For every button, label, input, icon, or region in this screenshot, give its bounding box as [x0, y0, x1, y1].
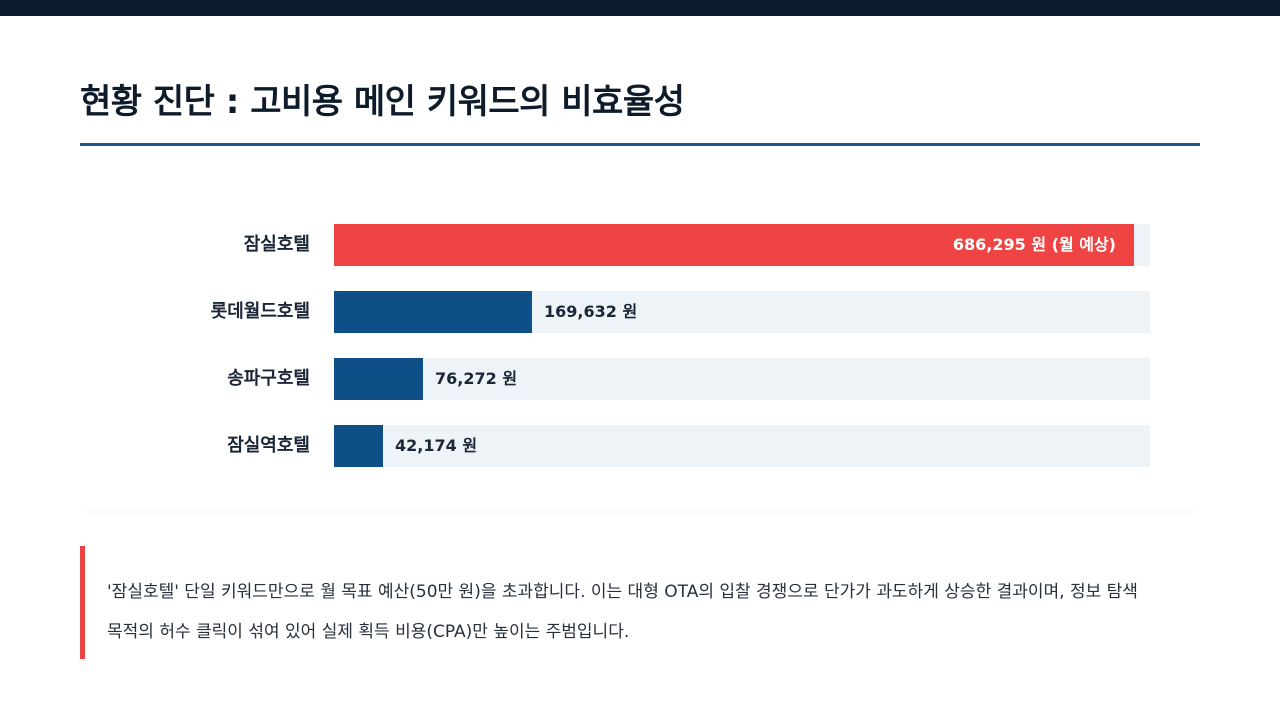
bar-value-label: 76,272 원 — [435, 369, 518, 388]
bar-row: 롯데월드호텔 169,632 원 — [80, 291, 1200, 333]
bar-value-label: 169,632 원 — [544, 302, 638, 321]
bar-category-label: 롯데월드호텔 — [210, 301, 310, 322]
callout-text: '잠실호텔' 단일 키워드만으로 월 목표 예산(50만 원)을 초과합니다. … — [107, 582, 1138, 642]
insight-callout: '잠실호텔' 단일 키워드만으로 월 목표 예산(50만 원)을 초과합니다. … — [80, 546, 1200, 659]
bar — [334, 224, 1134, 266]
bar-track: 76,272 원 — [334, 358, 1150, 400]
top-accent-bar — [0, 0, 1280, 16]
page-title: 현황 진단 : 고비용 메인 키워드의 비효율성 — [80, 82, 685, 122]
bar-track: 42,174 원 — [334, 425, 1150, 467]
bar — [334, 425, 383, 467]
bar-value-label: 686,295 원 (월 예상) — [952, 235, 1116, 254]
title-divider — [80, 143, 1200, 146]
bar — [334, 291, 532, 333]
bar-category-label: 송파구호텔 — [227, 368, 310, 389]
bar-category-label: 잠실역호텔 — [227, 435, 310, 456]
bar-category-label: 잠실호텔 — [243, 234, 310, 255]
bar — [334, 358, 423, 400]
bar-track: 686,295 원 (월 예상) — [334, 224, 1150, 266]
bar-row: 잠실역호텔 42,174 원 — [80, 425, 1200, 467]
bar-row: 잠실호텔 686,295 원 (월 예상) — [80, 224, 1200, 266]
bar-value-label: 42,174 원 — [395, 436, 478, 455]
bar-row: 송파구호텔 76,272 원 — [80, 358, 1200, 400]
bar-track: 169,632 원 — [334, 291, 1150, 333]
